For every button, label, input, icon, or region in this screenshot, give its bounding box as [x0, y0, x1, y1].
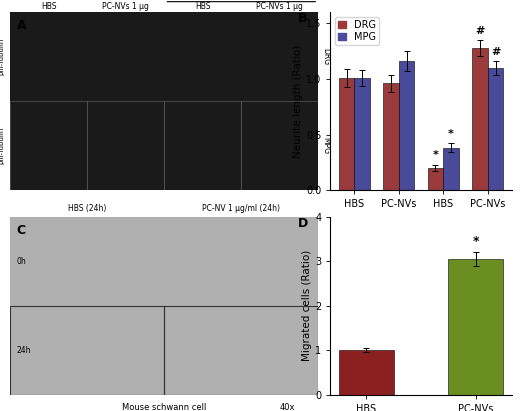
Text: #: #	[476, 25, 484, 36]
Text: HBS (24h): HBS (24h)	[68, 204, 106, 213]
Bar	[339, 350, 394, 395]
Bar	[383, 83, 399, 190]
Bar	[339, 78, 354, 190]
Text: A: A	[17, 19, 26, 32]
Bar	[164, 101, 241, 190]
Text: D: D	[298, 217, 308, 230]
Bar	[164, 190, 241, 279]
Bar	[241, 190, 318, 279]
Text: 24h: 24h	[17, 346, 31, 355]
Text: MPG: MPG	[322, 137, 330, 154]
Bar	[164, 395, 318, 411]
Bar	[448, 259, 503, 395]
Bar	[443, 148, 459, 190]
Text: *: *	[448, 129, 454, 139]
Y-axis label: Neurite length (Ratio): Neurite length (Ratio)	[293, 45, 303, 158]
Text: PC-NVs 1 μg: PC-NVs 1 μg	[102, 2, 149, 11]
Bar	[10, 101, 87, 190]
Bar	[164, 306, 318, 395]
Bar	[87, 101, 164, 190]
Text: *: *	[472, 235, 479, 248]
Text: LPS: LPS	[457, 240, 474, 250]
Bar	[488, 68, 503, 190]
Text: #: #	[491, 47, 500, 57]
Bar	[399, 61, 414, 190]
Bar	[354, 78, 370, 190]
Text: Mouse schwann cell: Mouse schwann cell	[122, 404, 207, 411]
Text: B: B	[298, 12, 307, 25]
Text: HBS: HBS	[41, 2, 57, 11]
Text: DRG: DRG	[322, 48, 330, 65]
Bar	[10, 190, 87, 279]
Bar	[241, 101, 318, 190]
Bar	[10, 306, 164, 395]
Text: PC-NV 1 μg/ml (24h): PC-NV 1 μg/ml (24h)	[203, 204, 280, 213]
Text: 40x: 40x	[280, 404, 295, 411]
Text: *: *	[433, 150, 438, 160]
Bar	[10, 395, 164, 411]
Legend: DRG, MPG: DRG, MPG	[335, 17, 379, 45]
Text: 0h: 0h	[17, 257, 26, 266]
Text: βIII-Tubulin: βIII-Tubulin	[0, 127, 4, 164]
Text: PC-NVs 1 μg: PC-NVs 1 μg	[256, 2, 303, 11]
Bar	[428, 168, 443, 190]
Bar	[472, 48, 488, 190]
Text: C: C	[17, 224, 26, 237]
Y-axis label: Migrated cells (Ratio): Migrated cells (Ratio)	[302, 250, 313, 361]
Bar	[87, 190, 164, 279]
Text: βIII-Tubulin: βIII-Tubulin	[0, 38, 4, 76]
Text: HBS: HBS	[195, 2, 210, 11]
